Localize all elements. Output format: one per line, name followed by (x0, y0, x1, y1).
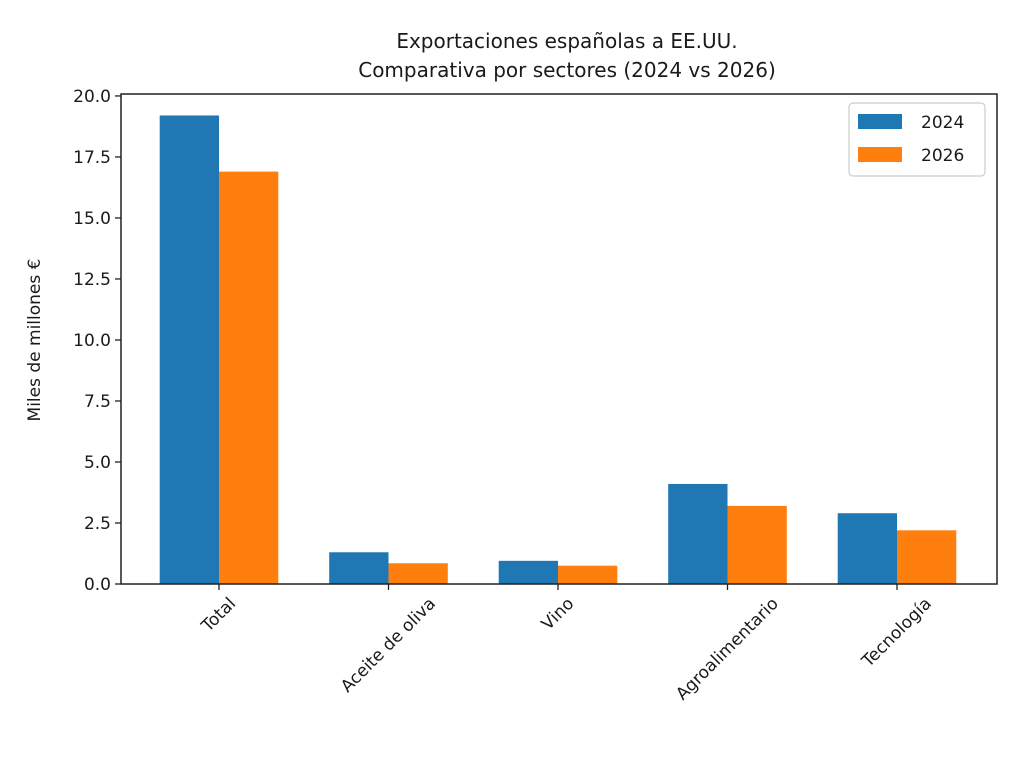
legend-box (848, 102, 986, 177)
legend-label-2024: 2024 (921, 113, 964, 133)
y-tick-label: 20.0 (73, 87, 111, 107)
bar-2024-1 (329, 552, 389, 584)
bar-2026-4 (897, 530, 957, 584)
bar-2024-0 (159, 115, 219, 584)
y-tick-label: 17.5 (73, 148, 111, 168)
bar-2026-2 (558, 565, 618, 584)
legend: 2024 2026 (848, 102, 986, 177)
y-tick-label: 2.5 (84, 514, 111, 534)
axes-frame (120, 93, 998, 585)
y-tick-label: 0.0 (84, 575, 111, 595)
bar-2024-3 (668, 483, 728, 584)
y-tick-label: 7.5 (84, 392, 111, 412)
y-ticks-group: 0.0 2.5 5.0 7.5 10.0 12.5 15.0 17.5 20.0 (73, 87, 121, 595)
chart-title-line-2: Comparativa por sectores (2024 vs 2026) (358, 58, 776, 82)
y-tick-label: 15.0 (73, 209, 111, 229)
bar-2026-0 (219, 171, 279, 584)
y-axis-label: Miles de millones € (25, 259, 45, 422)
y-tick-label: 10.0 (73, 331, 111, 351)
chart-title-line-1: Exportaciones españolas a EE.UU. (396, 29, 737, 53)
bar-2024-4 (837, 513, 897, 584)
y-tick-label: 5.0 (84, 453, 111, 473)
bar-2026-1 (388, 563, 448, 584)
legend-label-2026: 2026 (921, 146, 964, 166)
bar-2026-3 (727, 505, 787, 584)
bars-group (159, 115, 957, 584)
y-tick-label: 12.5 (73, 270, 111, 290)
legend-swatch-2024 (858, 114, 902, 129)
bar-2024-2 (498, 560, 558, 584)
legend-swatch-2026 (858, 147, 902, 162)
